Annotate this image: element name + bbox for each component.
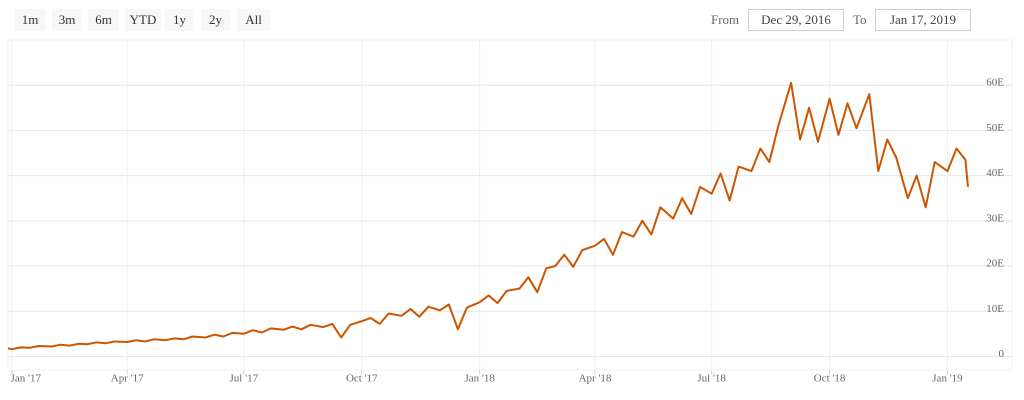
x-tick-label: Jan '19 (932, 373, 963, 385)
y-tick-label: 60E (986, 77, 1004, 89)
from-input[interactable]: Dec 29, 2016 (748, 9, 844, 31)
x-tick-label: Jul '17 (230, 373, 259, 385)
to-input[interactable]: Jan 17, 2019 (875, 9, 971, 31)
range-button[interactable]: 2y (201, 9, 230, 31)
plot-frame (7, 39, 1013, 371)
y-tick-label: 10E (986, 303, 1004, 315)
x-tick-label: Jan '17 (11, 373, 42, 385)
x-tick-label: Apr '18 (579, 373, 612, 385)
x-tick-label: Jul '18 (697, 373, 726, 385)
range-button[interactable]: 6m (88, 9, 119, 31)
range-button[interactable]: 3m (52, 9, 82, 31)
range-button[interactable]: YTD (125, 9, 161, 31)
to-label: To (853, 12, 867, 27)
x-tick-label: Oct '18 (814, 373, 846, 385)
y-tick-label: 50E (986, 122, 1004, 134)
y-tick-label: 20E (986, 258, 1004, 270)
y-tick-label: 40E (986, 167, 1004, 179)
y-tick-label: 30E (986, 212, 1004, 224)
from-label: From (711, 12, 740, 27)
x-tick-label: Jan '18 (464, 373, 495, 385)
series-line (7, 81, 969, 351)
y-tick-label: 0 (999, 348, 1005, 360)
range-button[interactable]: All (237, 9, 270, 31)
x-tick-label: Apr '17 (111, 373, 144, 385)
range-button[interactable]: 1y (165, 9, 194, 31)
range-button[interactable]: 1m (15, 9, 45, 31)
x-tick-label: Oct '17 (346, 373, 378, 385)
